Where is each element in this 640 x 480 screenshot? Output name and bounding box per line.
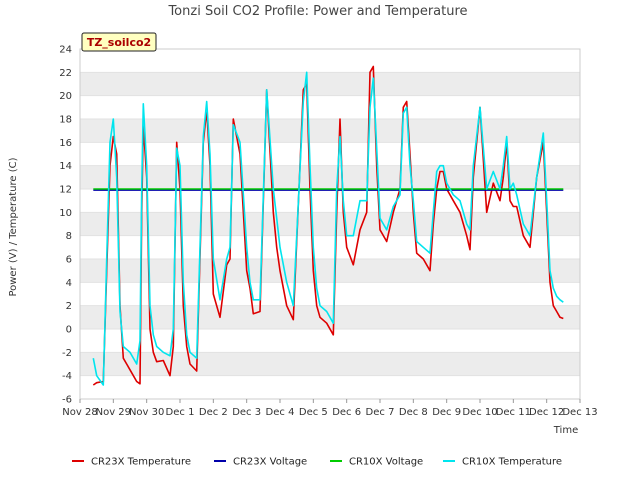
x-tick-label: Dec 13 — [562, 407, 597, 418]
x-tick-label: Dec 9 — [432, 407, 461, 418]
y-tick-label: 8 — [66, 231, 72, 242]
x-tick-label: Dec 10 — [462, 407, 497, 418]
grid-band — [80, 352, 580, 376]
x-tick-label: Dec 2 — [199, 407, 228, 418]
grid-band — [80, 119, 580, 143]
x-tick-label: Dec 6 — [332, 407, 361, 418]
legend-label-cr23x-temperature: CR23X Temperature — [91, 457, 191, 468]
plot-background — [79, 48, 581, 400]
y-tick-label: 20 — [59, 91, 72, 102]
y-tick-label: 14 — [59, 161, 72, 172]
station-badge-label: TZ_soilco2 — [87, 36, 151, 49]
chart-title: Tonzi Soil CO2 Profile: Power and Temper… — [167, 4, 467, 19]
x-tick-label: Dec 5 — [299, 407, 328, 418]
legend: CR23X Temperature CR23X Voltage CR10X Volt… — [72, 457, 562, 468]
y-tick-label: 22 — [59, 68, 72, 79]
series-layer — [92, 65, 564, 386]
grid-band — [80, 165, 580, 189]
y-tick-label: 18 — [59, 115, 72, 126]
station-badge: TZ_soilco2 — [81, 32, 157, 52]
grid-band — [80, 259, 580, 283]
y-tick-label: -2 — [62, 348, 72, 359]
plot-border — [79, 48, 581, 400]
y-tick-label: -6 — [62, 395, 72, 406]
x-tick-label: Dec 12 — [529, 407, 564, 418]
grid-band — [80, 212, 580, 236]
y-axis-title: Power (V) / Temperature (C) — [8, 157, 19, 296]
y-tick-label: 0 — [66, 325, 72, 336]
y-tick-label: 24 — [59, 45, 72, 56]
x-tick-label: Dec 8 — [399, 407, 428, 418]
x-tick-label: Dec 1 — [166, 407, 195, 418]
x-tick-label: Nov 29 — [96, 407, 131, 418]
y-tick-label: 12 — [59, 185, 72, 196]
y-tick-label: 16 — [59, 138, 72, 149]
y-tick-label: 10 — [59, 208, 72, 219]
x-axis-title: Time — [553, 425, 578, 436]
x-tick-label: Nov 28 — [62, 407, 97, 418]
x-tick-label: Dec 11 — [496, 407, 531, 418]
series-line-cr10x-temperature — [92, 71, 564, 386]
y-tick-label: -4 — [62, 371, 72, 382]
grid-band — [80, 72, 580, 96]
legend-label-cr10x-temperature: CR10X Temperature — [462, 457, 562, 468]
legend-label-cr10x-voltage: CR10X Voltage — [349, 457, 423, 468]
y-tick-label: 2 — [66, 301, 72, 312]
x-tick-label: Dec 3 — [232, 407, 261, 418]
series-line-cr23x-temperature — [92, 65, 564, 386]
x-tick-label: Dec 4 — [266, 407, 295, 418]
x-tick-label: Nov 30 — [129, 407, 164, 418]
x-tick-label: Dec 7 — [366, 407, 395, 418]
y-tick-label: 4 — [66, 278, 72, 289]
station-badge-box — [81, 32, 157, 52]
legend-label-cr23x-voltage: CR23X Voltage — [233, 457, 307, 468]
y-tick-label: 6 — [66, 255, 72, 266]
